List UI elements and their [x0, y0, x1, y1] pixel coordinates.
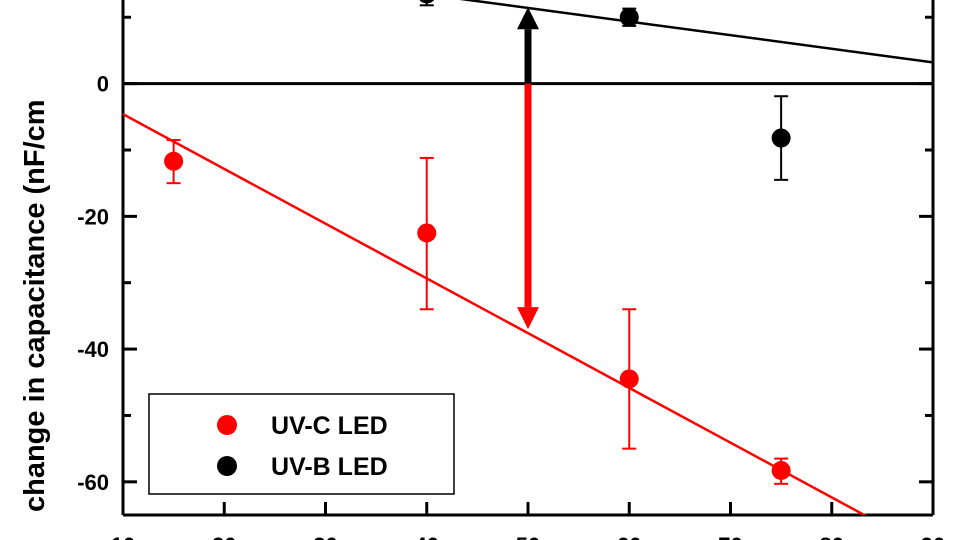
y-axis-label: change in capacitance (nF/cm	[19, 99, 51, 512]
y-tick-label: -60	[77, 470, 109, 495]
x-tick-label: 90	[921, 533, 945, 540]
legend: UV-C LED UV-B LED	[148, 393, 455, 495]
data-point	[771, 128, 791, 148]
legend-box	[148, 393, 455, 495]
x-tick-label: 20	[212, 533, 236, 540]
data-point	[771, 461, 791, 481]
y-tick-label: 0	[97, 72, 109, 97]
legend-label-uv-c: UV-C LED	[271, 412, 388, 440]
x-tick-label: 60	[617, 533, 641, 540]
data-point	[619, 7, 639, 27]
x-tick-label: 30	[313, 533, 337, 540]
y-tick-label: -20	[77, 204, 109, 229]
arrow-head	[517, 307, 539, 330]
data-point	[619, 369, 639, 389]
points-layer	[164, 0, 791, 485]
y-tick-label: -40	[77, 337, 109, 362]
x-tick-label: 10	[111, 533, 135, 540]
arrows-layer	[517, 7, 539, 330]
axes-layer	[121, 0, 935, 517]
data-point	[417, 223, 437, 243]
x-tick-label: 80	[820, 533, 844, 540]
data-point	[419, 0, 435, 4]
legend-marker-uv-c	[217, 415, 237, 435]
arrow-head	[517, 7, 539, 30]
legend-marker-uv-b	[217, 456, 237, 476]
x-tick-label: 50	[516, 533, 540, 540]
x-tick-label: 70	[718, 533, 742, 540]
legend-label-uv-b: UV-B LED	[271, 453, 388, 481]
tick-labels-layer: 0 -20 -40 -60 10 20 30 40 50 60 70 80 90	[77, 72, 945, 540]
fit-line	[123, 113, 867, 515]
x-tick-label: 40	[415, 533, 439, 540]
data-point	[164, 151, 184, 171]
